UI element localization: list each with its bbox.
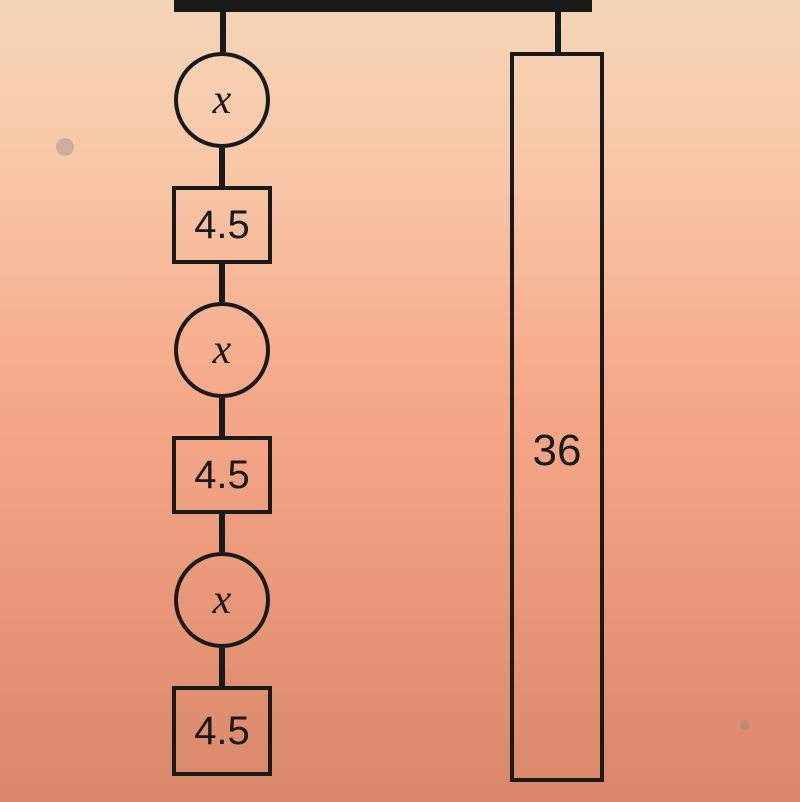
top-bar [174,0,592,12]
constant-square-3: 4.5 [172,686,272,776]
right-drop-line [555,10,561,52]
variable-label: x [213,576,232,624]
hanger-diagram: x 4.5 x 4.5 x 4.5 36 [0,0,800,802]
variable-label: x [213,76,232,124]
connector-2 [219,264,225,302]
constant-label: 4.5 [194,709,250,754]
variable-circle-2: x [174,302,270,398]
left-drop-line [220,10,226,52]
variable-circle-1: x [174,52,270,148]
total-rect: 36 [510,52,604,782]
connector-5 [219,648,225,686]
artifact-dot [740,720,750,730]
variable-circle-3: x [174,552,270,648]
constant-square-2: 4.5 [172,436,272,514]
constant-square-1: 4.5 [172,186,272,264]
constant-label: 4.5 [194,203,250,248]
connector-3 [219,398,225,436]
total-label: 36 [533,426,582,476]
constant-label: 4.5 [194,453,250,498]
artifact-dot [56,138,74,156]
variable-label: x [213,326,232,374]
connector-4 [219,514,225,552]
connector-1 [219,148,225,186]
